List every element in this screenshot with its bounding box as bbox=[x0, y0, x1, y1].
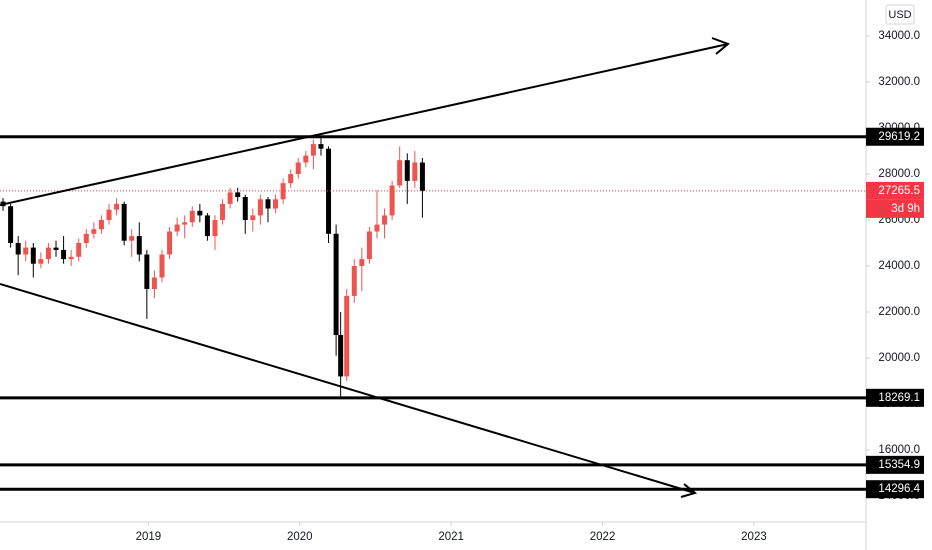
candle-body bbox=[197, 210, 203, 216]
candle-body bbox=[212, 220, 218, 237]
x-tick-label: 2020 bbox=[287, 531, 313, 543]
candle-body bbox=[265, 199, 271, 209]
candle-body bbox=[257, 199, 263, 216]
countdown-box bbox=[866, 199, 924, 218]
candle-body bbox=[273, 199, 279, 209]
candle-body bbox=[15, 243, 21, 255]
candle-body bbox=[144, 254, 150, 290]
candle-body bbox=[310, 144, 316, 156]
candle-body bbox=[366, 231, 372, 260]
y-tick-label: 28000.0 bbox=[878, 168, 920, 180]
price-axis: 14000.016000.018000.020000.022000.024000… bbox=[136, 30, 924, 543]
candle-body bbox=[204, 215, 210, 237]
candle-body bbox=[359, 259, 365, 267]
level-box bbox=[866, 388, 924, 407]
candle-body bbox=[235, 192, 241, 198]
level-label: 29619.2 bbox=[878, 131, 920, 143]
candle-body bbox=[404, 160, 410, 181]
y-tick-label: 16000.0 bbox=[878, 444, 920, 456]
candle-body bbox=[83, 233, 89, 244]
plot bbox=[0, 135, 866, 491]
candle-body bbox=[303, 155, 309, 163]
y-tick-label: 22000.0 bbox=[878, 306, 920, 318]
candle-body bbox=[351, 266, 357, 296]
candle-body bbox=[182, 222, 188, 225]
level-box bbox=[866, 480, 924, 499]
candle-body bbox=[30, 247, 36, 264]
x-tick-label: 2021 bbox=[438, 531, 464, 543]
candle-body bbox=[382, 215, 388, 225]
candle-body bbox=[288, 174, 294, 184]
candle-body bbox=[389, 185, 395, 216]
candle-body bbox=[412, 162, 418, 181]
candle-body bbox=[318, 144, 324, 149]
candle-body bbox=[167, 231, 173, 255]
current-price-label: 27265.5 bbox=[878, 185, 920, 197]
candle-body bbox=[121, 203, 127, 241]
current-price-box bbox=[866, 181, 924, 200]
candle-body bbox=[61, 249, 67, 260]
candle-body bbox=[419, 162, 425, 191]
candle-body bbox=[106, 209, 112, 221]
candle-body bbox=[242, 197, 248, 221]
candle-body bbox=[189, 210, 195, 223]
candle-body bbox=[280, 183, 286, 200]
y-tick-label: 32000.0 bbox=[878, 76, 920, 88]
y-tick-label: 34000.0 bbox=[878, 30, 920, 42]
arrow-head bbox=[711, 37, 730, 55]
x-tick-label: 2022 bbox=[590, 531, 616, 543]
candle-body bbox=[295, 162, 301, 174]
candle-body bbox=[129, 236, 135, 241]
candle-body bbox=[98, 220, 104, 230]
y-tick-label: 24000.0 bbox=[878, 260, 920, 272]
currency-label[interactable]: USD bbox=[888, 9, 911, 21]
upper-trend-line bbox=[0, 43, 729, 206]
x-tick-label: 2023 bbox=[741, 531, 767, 543]
y-tick-label: 20000.0 bbox=[878, 352, 920, 364]
level-box bbox=[866, 455, 924, 474]
candle-body bbox=[76, 243, 82, 257]
candle-body bbox=[250, 215, 256, 221]
lower-trend-line bbox=[0, 283, 696, 494]
candle-body bbox=[68, 256, 74, 260]
level-label: 15354.9 bbox=[878, 459, 920, 471]
candle-body bbox=[397, 160, 403, 186]
countdown-label: 3d 9h bbox=[891, 203, 920, 215]
candle-body bbox=[151, 277, 157, 290]
candle-body bbox=[326, 148, 332, 234]
currency-box[interactable] bbox=[885, 4, 915, 25]
candle-body bbox=[114, 203, 120, 210]
level-label: 18269.1 bbox=[878, 392, 920, 404]
candle-body bbox=[45, 247, 51, 260]
candle-body bbox=[333, 233, 339, 336]
candle-body bbox=[220, 203, 226, 221]
candle-body bbox=[159, 254, 165, 278]
candle-body bbox=[91, 229, 97, 234]
x-tick-label: 2019 bbox=[136, 531, 162, 543]
candle-body bbox=[53, 247, 59, 250]
candle-body bbox=[23, 247, 29, 255]
candle-body bbox=[338, 335, 344, 377]
candle-body bbox=[38, 259, 44, 264]
candle-body bbox=[374, 224, 380, 232]
arrow-head bbox=[680, 483, 698, 498]
candle-body bbox=[136, 236, 142, 255]
level-label: 14296.4 bbox=[878, 483, 920, 495]
candle-body bbox=[227, 192, 233, 204]
candle-body bbox=[8, 206, 14, 244]
candle-body bbox=[174, 224, 180, 232]
level-box bbox=[866, 127, 924, 146]
candle-body bbox=[344, 295, 350, 377]
